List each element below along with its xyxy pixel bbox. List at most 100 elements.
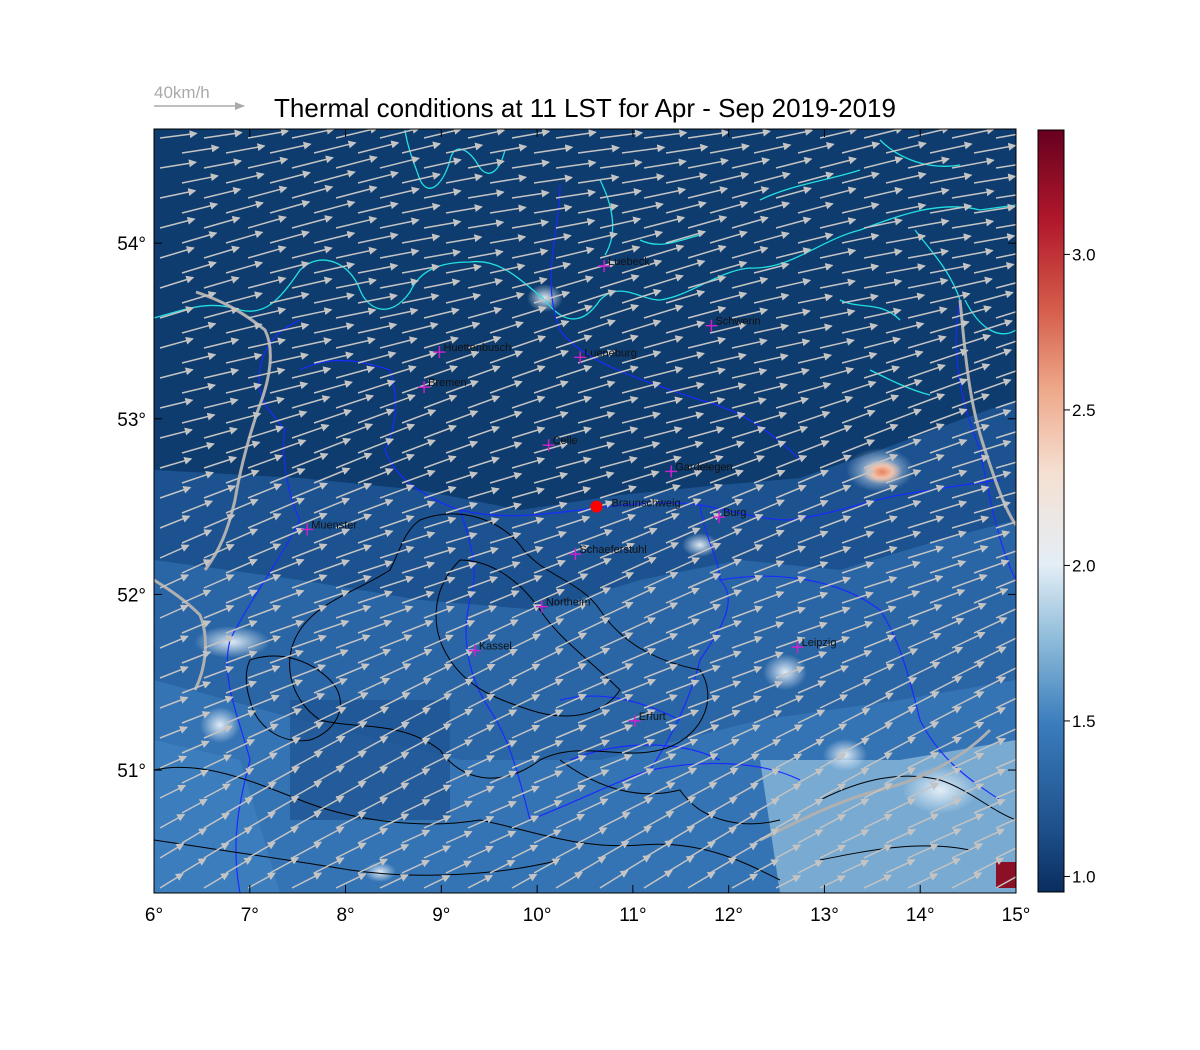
wind-arrow (247, 543, 282, 559)
wind-arrow (423, 815, 452, 829)
wind-arrow (621, 709, 656, 724)
wind-arrow (357, 201, 399, 214)
wind-arrow (423, 455, 457, 469)
wind-arrow (687, 694, 721, 709)
wind-arrow (951, 813, 984, 829)
wind-arrow (775, 367, 810, 379)
wind-arrow (863, 307, 902, 319)
x-tick-label: 10° (523, 905, 552, 926)
wind-arrow (379, 423, 416, 439)
wind-arrow (357, 322, 398, 334)
wind-arrow (225, 680, 257, 694)
wind-arrow (511, 219, 550, 229)
wind-arrow (467, 546, 499, 559)
wind-arrow (577, 203, 619, 214)
wind-arrow (269, 527, 305, 544)
wind-arrow (929, 378, 969, 394)
wind-arrow (665, 200, 707, 214)
wind-arrow (555, 189, 596, 199)
wind-arrow (819, 156, 857, 169)
wind-arrow (555, 364, 593, 379)
wind-arrow (775, 129, 814, 139)
colorbar-tick-label: 1.5 (1072, 712, 1096, 731)
wind-arrow (313, 437, 352, 454)
wind-arrow (313, 765, 345, 784)
wind-arrow (511, 395, 546, 409)
wind-arrow (929, 291, 971, 304)
colorbar-tick-label: 3.0 (1072, 245, 1096, 264)
wind-arrow (907, 484, 945, 499)
wind-arrow (841, 439, 876, 454)
wind-arrow (885, 859, 916, 874)
wind-arrow (269, 291, 310, 304)
wind-arrow (929, 500, 968, 514)
wind-arrow (379, 278, 419, 289)
wind-arrow (973, 768, 1007, 784)
wind-arrow (181, 559, 212, 574)
wind-arrow (621, 768, 655, 784)
wind-reference-label: 40km/h (154, 83, 210, 102)
wind-arrow (489, 380, 523, 394)
wind-arrow (731, 724, 761, 739)
wind-arrow (555, 456, 592, 469)
wind-arrow (599, 395, 639, 409)
wind-arrow (511, 305, 547, 319)
wind-arrow (357, 262, 399, 274)
wind-arrow (841, 380, 877, 394)
wind-arrow (401, 350, 438, 364)
city-label: Gardelegen (675, 461, 733, 473)
wind-arrow (225, 260, 264, 274)
wind-arrow (225, 797, 254, 814)
wind-arrow (533, 233, 572, 244)
wind-arrow (775, 636, 806, 649)
wind-arrow (159, 336, 194, 349)
wind-arrow (731, 397, 767, 409)
wind-arrow (797, 352, 833, 364)
wind-arrow (467, 158, 505, 169)
wind-arrow (181, 740, 210, 754)
wind-arrow (599, 129, 644, 139)
wind-arrow (709, 589, 743, 604)
wind-arrow (357, 292, 398, 304)
wind-arrow (489, 740, 518, 754)
wind-arrow (159, 130, 198, 139)
wind-arrow (489, 678, 518, 694)
city-gardelegen: Gardelegen (665, 461, 733, 478)
wind-arrow (753, 828, 780, 844)
colorbar-tick-label: 1.0 (1072, 867, 1096, 886)
wind-arrow (247, 129, 289, 139)
wind-arrow (709, 469, 744, 484)
wind-arrow (269, 826, 300, 844)
wind-arrow (357, 140, 400, 154)
wind-arrow (599, 724, 634, 739)
wind-arrow (643, 602, 679, 619)
wind-arrow (533, 349, 569, 364)
wind-arrow (863, 156, 904, 169)
wind-arrow (291, 664, 327, 679)
wind-arrow (753, 231, 790, 244)
wind-arrow (335, 811, 367, 829)
wind-arrow (621, 441, 661, 454)
wind-arrow (775, 277, 812, 289)
wind-arrow (621, 797, 654, 814)
wind-arrow (533, 410, 569, 424)
wind-arrow (863, 515, 898, 529)
wind-arrow (753, 201, 791, 214)
wind-arrow (643, 396, 684, 409)
wind-arrow (621, 319, 662, 334)
wind-arrow (423, 424, 457, 439)
wind-arrow (643, 304, 684, 319)
wind-arrow (819, 576, 852, 589)
wind-arrow (379, 813, 410, 829)
wind-arrow (687, 305, 727, 319)
wind-arrow (379, 307, 419, 319)
wind-arrow (731, 842, 758, 859)
wind-arrow (621, 678, 657, 694)
wind-arrow (313, 735, 346, 754)
wind-arrow (731, 544, 764, 559)
wind-arrow (225, 322, 263, 334)
wind-arrow (929, 858, 961, 874)
wind-arrow (577, 647, 611, 664)
wind-arrow (687, 336, 727, 349)
wind-arrow (203, 754, 232, 769)
